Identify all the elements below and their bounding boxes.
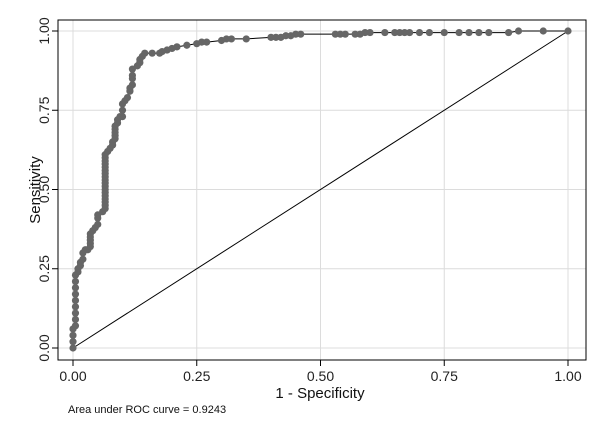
roc-point: [71, 290, 80, 298]
roc-point: [440, 28, 448, 37]
roc-point: [267, 33, 275, 41]
y-tick-label: 0.50: [36, 176, 52, 203]
x-tick-label: 0.25: [183, 368, 210, 384]
x-axis-title: 1 - Specificity: [275, 385, 365, 402]
y-tick-label: 1.00: [36, 17, 52, 44]
roc-point: [69, 344, 77, 352]
roc-point: [401, 28, 409, 37]
roc-point: [406, 28, 414, 37]
roc-point: [71, 322, 80, 330]
x-tick-label: 0.75: [431, 368, 458, 384]
roc-point: [465, 28, 473, 37]
roc-point: [292, 30, 300, 38]
x-tick-label: 0.00: [59, 368, 86, 384]
roc-point: [297, 30, 305, 38]
roc-point: [475, 28, 483, 37]
roc-point: [71, 296, 80, 305]
roc-point: [203, 38, 211, 46]
roc-point: [341, 30, 349, 38]
roc-point: [396, 28, 404, 37]
roc-point: [123, 93, 132, 102]
roc-point: [331, 30, 339, 38]
y-tick-label: 0.00: [36, 334, 52, 361]
y-tick-label: 0.75: [36, 96, 52, 123]
roc-point: [539, 27, 547, 35]
roc-point: [69, 331, 77, 339]
roc-point: [71, 315, 80, 324]
roc-point: [94, 220, 102, 228]
x-tick-label: 0.50: [307, 368, 334, 384]
roc-point: [71, 277, 80, 286]
roc-point: [366, 28, 374, 37]
roc-point: [71, 309, 80, 317]
roc-point: [415, 28, 424, 37]
roc-point: [118, 112, 127, 121]
roc-point: [141, 49, 149, 57]
roc-point: [118, 106, 127, 114]
x-axis-ticks: 0.00 0.25 0.50 0.75 1.00: [59, 360, 582, 384]
roc-point: [514, 27, 523, 35]
auc-annotation: Area under ROC curve = 0.9243: [68, 404, 227, 416]
roc-point: [381, 28, 389, 37]
roc-point: [564, 27, 572, 35]
roc-point: [505, 28, 513, 37]
y-axis-title: Sensitivity: [27, 156, 44, 224]
roc-point: [148, 49, 156, 57]
roc-point: [79, 255, 87, 263]
y-tick-label: 0.25: [36, 255, 52, 282]
roc-point: [222, 35, 231, 43]
y-axis-ticks: 0.00 0.25 0.50 0.75 1.00: [36, 17, 58, 362]
roc-point: [173, 43, 181, 51]
roc-point: [455, 28, 463, 37]
roc-point: [71, 303, 80, 311]
roc-curve-points: [69, 27, 572, 352]
roc-point: [242, 35, 250, 43]
roc-point: [71, 284, 80, 292]
roc-point: [351, 30, 359, 38]
roc-point: [198, 38, 206, 46]
roc-point: [128, 81, 136, 89]
reference-diagonal-line: [72, 30, 569, 349]
roc-point: [227, 35, 235, 43]
roc-point: [272, 33, 280, 41]
roc-point: [425, 28, 433, 37]
roc-point: [361, 28, 369, 37]
roc-point: [391, 28, 399, 37]
grid-lines: [58, 20, 586, 360]
roc-point: [69, 338, 77, 346]
x-tick-label: 1.00: [554, 368, 581, 384]
roc-point: [336, 30, 344, 38]
roc-point: [485, 28, 493, 37]
roc-point: [282, 32, 290, 40]
roc-point: [128, 71, 136, 79]
roc-point: [183, 41, 191, 49]
